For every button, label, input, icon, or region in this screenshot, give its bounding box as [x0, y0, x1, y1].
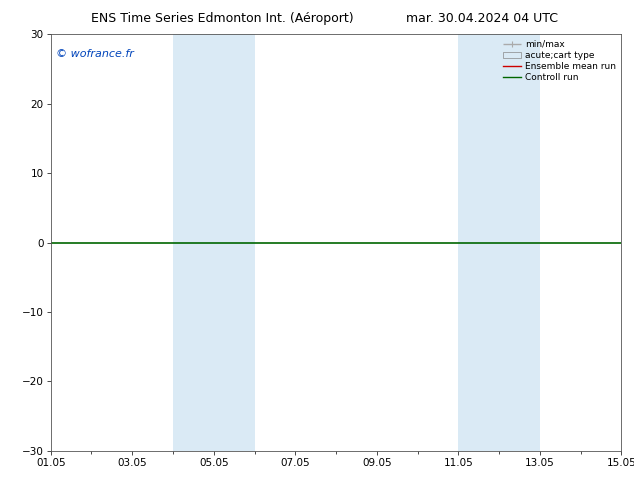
Legend: min/max, acute;cart type, Ensemble mean run, Controll run: min/max, acute;cart type, Ensemble mean …: [500, 36, 619, 86]
Text: mar. 30.04.2024 04 UTC: mar. 30.04.2024 04 UTC: [406, 12, 558, 25]
Bar: [173, 34, 254, 451]
Text: ENS Time Series Edmonton Int. (Aéroport): ENS Time Series Edmonton Int. (Aéroport): [91, 12, 353, 25]
Bar: [458, 34, 540, 451]
Text: © wofrance.fr: © wofrance.fr: [56, 49, 134, 59]
